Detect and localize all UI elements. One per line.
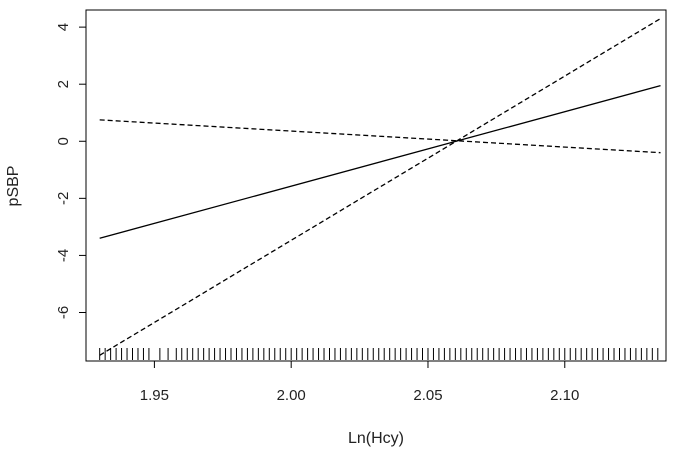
x-axis: 1.95 2.00 2.05 2.10 [140, 361, 579, 404]
y-axis: -6 -4 -2 0 2 4 [55, 23, 86, 319]
series-line-1 [99, 84, 661, 239]
series-group [99, 18, 661, 356]
y-tick-label: 0 [55, 137, 72, 145]
y-tick-label: -2 [55, 192, 72, 205]
x-tick-label: 1.95 [140, 387, 169, 404]
rug-marks [99, 348, 659, 360]
y-tick-label: -6 [55, 306, 72, 319]
y-tick-label: 2 [55, 80, 72, 88]
y-tick-label: 4 [55, 23, 72, 31]
series-line-2 [99, 18, 661, 356]
series-line-3 [99, 119, 661, 154]
plot-frame [85, 9, 667, 362]
y-tick-label: -4 [55, 249, 72, 262]
x-tick-label: 2.10 [550, 387, 579, 404]
x-axis-label: Ln(Hcy) [348, 430, 404, 447]
y-axis-label: pSBP [5, 166, 22, 207]
x-tick-label: 2.00 [277, 387, 306, 404]
x-tick-label: 2.05 [413, 387, 442, 404]
